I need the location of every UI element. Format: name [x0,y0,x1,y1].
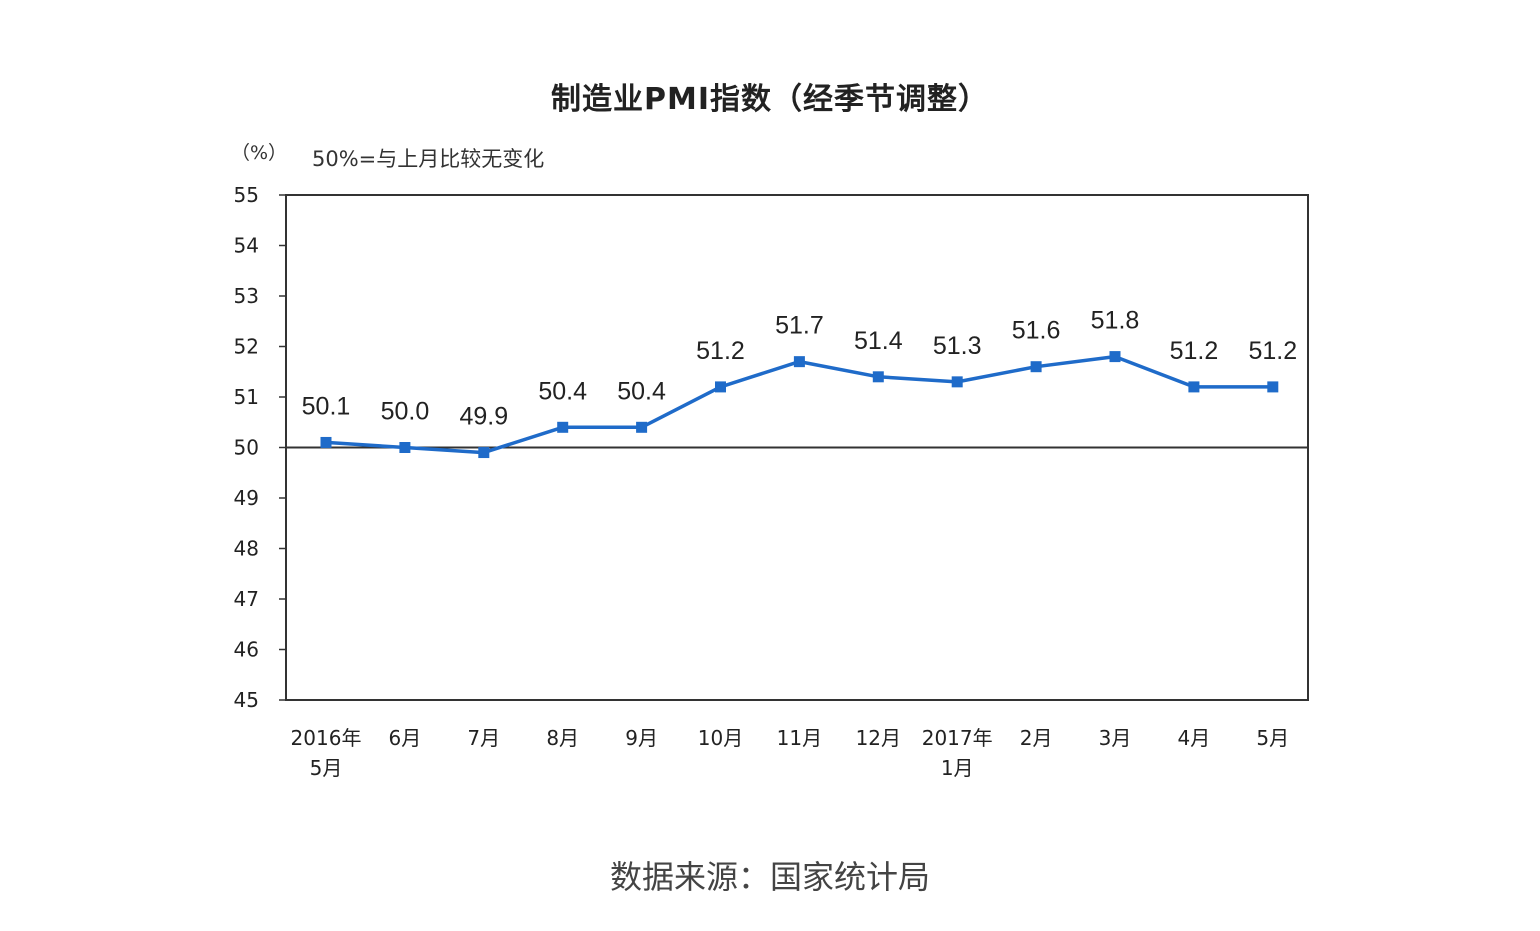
x-tick-label: 10月 [698,726,743,750]
data-point-marker [951,376,963,388]
x-tick-label: 9月 [625,726,658,750]
data-point-marker [872,371,884,383]
data-point-marker [478,447,490,459]
data-value-label: 51.4 [854,327,903,355]
data-point-marker [557,421,569,433]
data-point-marker [1030,361,1042,373]
y-tick-label: 48 [234,537,259,561]
pmi-series [320,351,1279,459]
x-tick-label: 11月 [777,726,822,750]
data-point-marker [1188,381,1200,393]
y-tick-label: 45 [234,688,259,712]
data-value-label: 51.2 [1170,337,1219,365]
data-value-label: 51.2 [1248,337,1297,365]
data-value-label: 50.1 [302,392,351,420]
x-tick-label: 7月 [467,726,500,750]
x-axis: 2016年 5月 6月 7月 8月 9月 10月 11月 12月 2017年 1月 2月 3月 4月 5月 [291,726,1290,780]
data-point-marker [715,381,726,393]
data-value-label: 51.7 [775,312,824,340]
data-value-label: 50.4 [617,377,666,405]
y-tick-label: 46 [234,638,259,662]
y-tick-label: 50 [234,436,259,460]
x-tick-label: 3月 [1099,726,1132,750]
y-tick-label: 52 [234,335,259,359]
y-tick-label: 55 [234,183,259,207]
data-point-marker [399,442,411,453]
x-tick-label: 2月 [1020,726,1053,750]
y-tick-label: 47 [234,587,259,611]
data-point-marker [636,421,648,433]
data-point-marker [793,356,805,368]
data-point-marker [320,436,332,448]
chart-title: 制造业PMI指数（经季节调整） [550,82,989,117]
x-tick-label: 4月 [1178,726,1211,750]
x-tick-label: 2017年 1月 [922,726,993,780]
x-tick-label: 8月 [546,726,579,750]
x-tick-label: 6月 [389,726,422,750]
y-tick-label: 53 [234,284,259,308]
data-value-label: 49.9 [459,403,508,431]
data-value-label: 51.6 [1012,317,1061,345]
data-labels: 50.1 50.0 49.9 50.4 50.4 51.2 51.7 51.4 51.3 51.6… [302,307,1297,431]
data-value-label: 51.8 [1091,307,1140,335]
baseline-note: 50%=与上月比较无变化 [312,147,545,171]
data-point-marker [1109,351,1121,363]
data-point-marker [1267,381,1279,393]
x-tick-label: 5月 [1256,726,1289,750]
x-tick-label: 2016年 5月 [291,726,362,780]
x-tick-label: 12月 [856,726,901,750]
data-value-label: 50.0 [381,398,430,426]
data-value-label: 50.4 [538,377,587,405]
data-source: 数据来源：国家统计局 [609,858,930,896]
y-tick-label: 49 [234,486,259,510]
y-unit-label: （%） [231,142,288,164]
y-tick-label: 51 [234,385,259,409]
data-value-label: 51.2 [696,337,745,365]
y-tick-label: 54 [234,234,259,258]
data-value-label: 51.3 [933,332,982,360]
y-axis: 55 54 53 52 51 50 49 48 47 46 45 [234,183,286,712]
